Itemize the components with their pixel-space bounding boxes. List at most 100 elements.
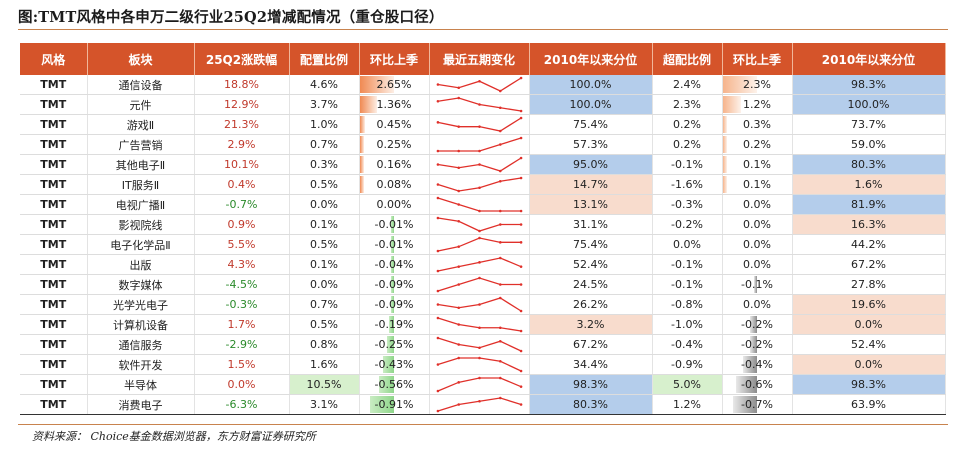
- style-cell: TMT: [20, 214, 88, 235]
- alloc-cell: 0.7%: [289, 134, 360, 155]
- source-note: 资料来源： Choice基金数据浏览器，东方财富证券研究所: [32, 430, 316, 443]
- qoq2-cell: 0.0%: [722, 194, 793, 215]
- percentile2-cell: 16.3%: [792, 214, 946, 235]
- alloc-cell: 0.5%: [289, 174, 360, 195]
- sector-cell: IT服务Ⅱ: [87, 174, 195, 195]
- sparkline-point: [498, 89, 502, 93]
- bar-fill: [391, 296, 394, 313]
- change-cell: -0.7%: [194, 194, 290, 215]
- overweight-cell: 2.4%: [652, 75, 723, 95]
- sparkline-point: [456, 125, 460, 128]
- sparkline-point: [498, 129, 502, 133]
- sparkline-line: [437, 117, 521, 132]
- qoq2-cell: -0.1%: [722, 274, 793, 295]
- qoq-cell: -0.01%: [359, 234, 430, 255]
- sector-cell: 其他电子Ⅱ: [87, 154, 195, 175]
- sparkline: [436, 336, 522, 353]
- percentile-cell: 75.4%: [529, 234, 653, 255]
- sparkline-line: [437, 357, 521, 372]
- sparkline: [436, 176, 522, 193]
- sector-cell: 计算机设备: [87, 314, 195, 335]
- qoq2-cell: 0.0%: [722, 214, 793, 235]
- sparkline: [436, 136, 522, 153]
- bar-value: -0.7%: [741, 398, 773, 411]
- style-cell: TMT: [20, 154, 88, 175]
- bar-fill: [750, 316, 757, 333]
- table-row: TMT IT服务Ⅱ 0.4% 0.5% 0.08% 14.7% -1.6% 0.1% 1.6%: [20, 174, 946, 195]
- overweight-cell: 2.3%: [652, 94, 723, 115]
- percentile-cell: 57.3%: [529, 134, 653, 155]
- sparkline-point: [519, 369, 522, 373]
- sparkline-point: [477, 79, 481, 83]
- qoq-cell: 0.45%: [359, 114, 430, 135]
- sparkline-point: [498, 179, 502, 183]
- bar-value: 0.2%: [743, 138, 771, 151]
- column-header: 2010年以来分位: [529, 43, 653, 75]
- table-row: TMT 半导体 0.0% 10.5% -0.56% 98.3% 5.0% -0.6% 98.3%: [20, 374, 946, 395]
- sparkline: [436, 156, 522, 173]
- header-row: 风格 板块 25Q2涨跌幅 配置比例 环比上季 最近五期变化 2010年以来分位 超配比例 环比…: [20, 43, 946, 75]
- qoq-cell: -0.04%: [359, 254, 430, 275]
- bar-fill: [722, 156, 727, 173]
- sparkline-cell: [429, 294, 530, 315]
- sparkline-point: [519, 156, 522, 160]
- overweight-cell: 0.0%: [652, 234, 723, 255]
- overweight-cell: -0.2%: [652, 214, 723, 235]
- qoq2-cell: -0.2%: [722, 334, 793, 355]
- style-cell: TMT: [20, 394, 88, 415]
- qoq2-cell: -0.2%: [722, 314, 793, 335]
- bar-value: 0.25%: [376, 138, 412, 151]
- sparkline: [436, 236, 522, 253]
- column-header: 环比上季: [722, 43, 793, 75]
- bar-fill: [391, 256, 394, 273]
- bar-fill: [387, 336, 394, 353]
- qoq-cell: 0.16%: [359, 154, 430, 175]
- sparkline-point: [477, 125, 481, 128]
- sparkline-point: [477, 163, 481, 166]
- column-header: 板块: [87, 43, 195, 75]
- alloc-cell: 1.6%: [289, 354, 360, 375]
- sparkline-cell: [429, 354, 530, 375]
- sparkline-point: [436, 303, 439, 306]
- style-cell: TMT: [20, 174, 88, 195]
- qoq2-cell: 1.2%: [722, 94, 793, 115]
- sparkline-cell: [429, 314, 530, 335]
- qoq-cell: -0.43%: [359, 354, 430, 375]
- qoq2-cell: 0.1%: [722, 174, 793, 195]
- sparkline-point: [436, 389, 439, 393]
- qoq2-cell: -0.6%: [722, 374, 793, 395]
- percentile2-cell: 44.2%: [792, 234, 946, 255]
- style-cell: TMT: [20, 114, 88, 135]
- sparkline-point: [519, 109, 522, 113]
- sparkline-line: [437, 237, 521, 252]
- sparkline-point: [498, 359, 502, 363]
- style-cell: TMT: [20, 314, 88, 335]
- bar-value: 0.00%: [376, 198, 412, 211]
- column-header: 配置比例: [289, 43, 360, 75]
- qoq-cell: -0.91%: [359, 394, 430, 415]
- sparkline-point: [477, 326, 481, 330]
- sparkline-point: [498, 376, 502, 380]
- overweight-cell: -0.9%: [652, 354, 723, 375]
- percentile2-cell: 81.9%: [792, 194, 946, 215]
- alloc-cell: 10.5%: [289, 374, 360, 395]
- alloc-cell: 0.1%: [289, 254, 360, 275]
- change-cell: -0.3%: [194, 294, 290, 315]
- sparkline-cell: [429, 234, 530, 255]
- sparkline-point: [498, 106, 502, 110]
- overweight-cell: 0.2%: [652, 114, 723, 135]
- sector-cell: 数字媒体: [87, 274, 195, 295]
- percentile-cell: 26.2%: [529, 294, 653, 315]
- alloc-cell: 0.0%: [289, 274, 360, 295]
- percentile2-cell: 19.6%: [792, 294, 946, 315]
- bar-value: 0.0%: [743, 218, 771, 231]
- sparkline-cell: [429, 254, 530, 275]
- sparkline-point: [498, 296, 502, 300]
- qoq2-cell: 0.0%: [722, 294, 793, 315]
- sparkline-point: [519, 116, 522, 120]
- bar-value: 0.1%: [743, 178, 771, 191]
- sparkline-point: [436, 99, 439, 103]
- percentile-cell: 3.2%: [529, 314, 653, 335]
- qoq-cell: -0.09%: [359, 294, 430, 315]
- bar-fill: [379, 376, 394, 393]
